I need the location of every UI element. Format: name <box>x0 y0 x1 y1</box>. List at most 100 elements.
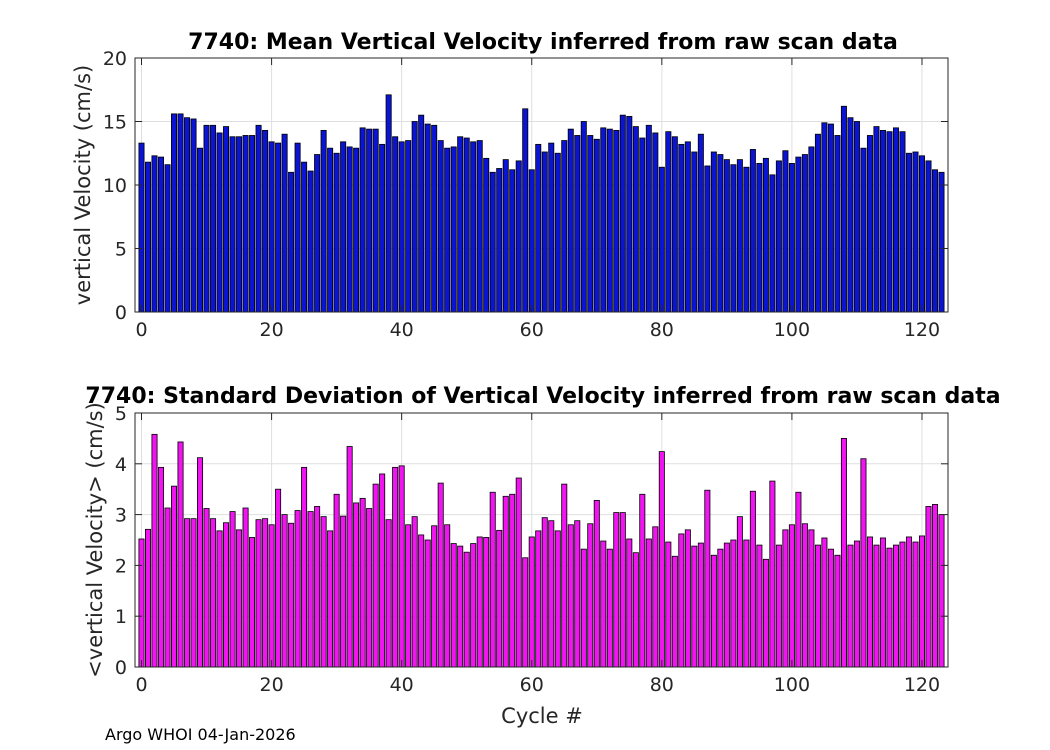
bar <box>658 166 665 313</box>
x-tick-label: 0 <box>135 319 147 341</box>
bar <box>886 131 893 313</box>
bar <box>704 165 711 313</box>
bar <box>847 117 854 313</box>
bar <box>431 525 438 668</box>
bar <box>457 545 464 668</box>
bar <box>606 548 613 668</box>
bar <box>242 507 249 668</box>
y-tick-label: 5 <box>115 403 127 425</box>
bar <box>710 554 717 668</box>
bar <box>600 127 607 313</box>
mean-velocity-title: 7740: Mean Vertical Velocity inferred fr… <box>188 30 898 55</box>
y-tick-label: 2 <box>115 555 127 577</box>
bar <box>379 473 386 668</box>
bar <box>379 143 386 313</box>
bar <box>918 535 925 668</box>
bar <box>216 132 223 313</box>
x-tick-label: 100 <box>774 674 810 696</box>
bar <box>437 140 444 313</box>
bar <box>262 518 269 668</box>
x-tick-label: 0 <box>135 674 147 696</box>
bar <box>203 124 210 313</box>
bar <box>450 543 457 668</box>
bar <box>359 497 366 668</box>
bar <box>866 135 873 313</box>
bar <box>847 544 854 668</box>
bar <box>671 555 678 668</box>
y-tick-label: 0 <box>115 302 127 324</box>
bar <box>554 152 561 313</box>
bar <box>249 537 256 668</box>
bar <box>489 491 496 668</box>
bar <box>840 437 847 668</box>
bar <box>444 524 451 668</box>
bar <box>587 523 594 668</box>
bar <box>229 136 236 313</box>
bar <box>483 537 490 668</box>
bar <box>171 113 178 313</box>
y-tick-label: 5 <box>115 239 127 261</box>
bar <box>554 530 561 668</box>
bar <box>866 536 873 668</box>
bar <box>398 465 405 668</box>
bar <box>736 159 743 313</box>
bar <box>333 152 340 313</box>
bar <box>821 537 828 668</box>
bar <box>717 154 724 313</box>
bar <box>860 458 867 668</box>
bar <box>834 135 841 313</box>
bar <box>327 530 334 668</box>
bar <box>138 142 145 313</box>
bar <box>671 136 678 313</box>
bar <box>613 512 620 668</box>
bar <box>684 141 691 313</box>
bar <box>535 143 542 313</box>
mean-velocity-ylabel: vertical Velocity (cm/s) <box>71 65 95 305</box>
bar <box>229 511 236 668</box>
bar <box>912 541 919 668</box>
std-velocity-panel: 7740: Standard Deviation of Vertical Vel… <box>83 384 1001 728</box>
bar <box>775 160 782 313</box>
bar <box>678 533 685 668</box>
bar <box>723 542 730 668</box>
bar <box>346 446 353 668</box>
bar <box>509 493 516 668</box>
bar <box>730 539 737 668</box>
y-tick-label: 15 <box>103 112 127 134</box>
bar <box>385 94 392 313</box>
bar <box>749 149 756 313</box>
bar <box>385 519 392 668</box>
x-tick-label: 120 <box>904 319 940 341</box>
bar <box>808 529 815 668</box>
x-tick-label: 100 <box>774 319 810 341</box>
bar <box>184 518 191 668</box>
bar <box>353 147 360 313</box>
bar <box>320 129 327 313</box>
x-tick-label: 40 <box>390 319 414 341</box>
bar <box>210 124 217 313</box>
bar <box>548 520 555 668</box>
bar <box>743 166 750 313</box>
bar <box>704 489 711 668</box>
bar <box>314 154 321 313</box>
bar <box>359 127 366 313</box>
bar <box>489 171 496 313</box>
bar <box>164 507 171 668</box>
bar <box>288 522 295 668</box>
bar <box>164 164 171 313</box>
bar <box>639 137 646 313</box>
bar <box>886 547 893 668</box>
bar <box>216 530 223 668</box>
bar <box>171 485 178 668</box>
bar <box>561 483 568 668</box>
bar <box>626 538 633 668</box>
bar <box>314 506 321 668</box>
bar <box>860 147 867 313</box>
bar <box>294 510 301 668</box>
bar <box>873 126 880 313</box>
bar <box>223 522 230 668</box>
bar <box>158 466 165 668</box>
x-tick-label: 60 <box>520 674 544 696</box>
bar <box>307 170 314 313</box>
